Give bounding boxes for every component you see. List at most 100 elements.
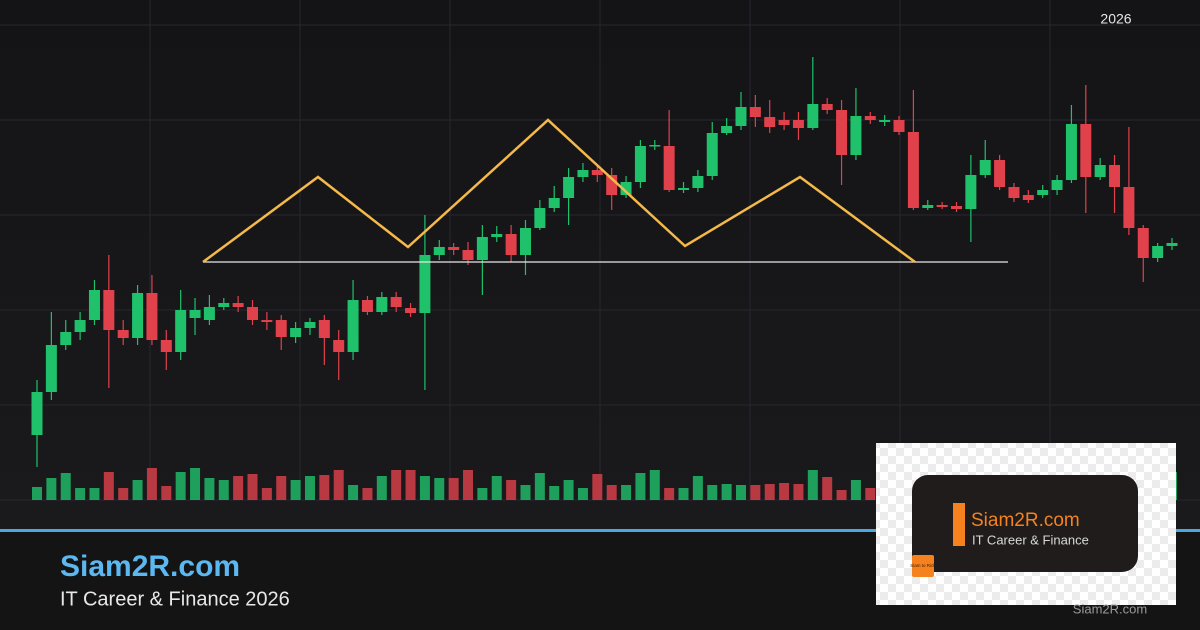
- volume-bar: [649, 470, 660, 500]
- candle-body: [735, 107, 747, 126]
- volume-bar: [276, 476, 287, 500]
- volume-bar: [477, 488, 488, 500]
- logo-box: [912, 475, 1138, 572]
- volume-bar: [161, 486, 172, 500]
- candle-body: [749, 107, 761, 117]
- candle-body: [1109, 165, 1121, 187]
- candle-body: [433, 247, 445, 255]
- candle-body: [577, 170, 589, 177]
- volume-bar: [592, 474, 603, 500]
- candle-body: [1152, 246, 1164, 258]
- candle-body: [347, 300, 359, 352]
- candle-body: [663, 146, 675, 190]
- volume-bar: [836, 490, 847, 500]
- candle-body: [376, 297, 388, 312]
- candle-body: [620, 182, 632, 195]
- volume-bar: [89, 488, 100, 500]
- volume-bar: [391, 470, 402, 500]
- candle-body: [31, 392, 43, 435]
- candle-body: [807, 104, 819, 128]
- candle-body: [146, 293, 158, 340]
- logo-bar: [953, 503, 965, 546]
- volume-bar: [218, 480, 229, 500]
- candle-body: [333, 340, 345, 352]
- volume-bar: [32, 487, 42, 500]
- candle-body: [548, 198, 560, 208]
- candle-body: [950, 206, 962, 209]
- candle-body: [778, 120, 790, 125]
- candle-body: [491, 234, 503, 237]
- candle-body: [189, 310, 201, 318]
- volume-bar: [807, 470, 818, 500]
- candle-body: [534, 208, 546, 228]
- volume-bar: [735, 485, 746, 500]
- candle-body: [390, 297, 402, 307]
- candle-body: [893, 120, 905, 132]
- pattern-line: [202, 118, 916, 264]
- volume-bar: [621, 485, 632, 500]
- volume-bar: [707, 485, 718, 500]
- candle-body: [448, 247, 460, 250]
- volume-bar: [190, 468, 201, 500]
- candle-body: [318, 320, 330, 338]
- volume-bar: [678, 488, 689, 500]
- candle-body: [979, 160, 991, 175]
- candle-body: [203, 307, 215, 320]
- logo-badge-text: Siam to Rich: [910, 563, 936, 568]
- candle-body: [132, 293, 144, 338]
- candle-body: [405, 308, 417, 313]
- pattern-annotation: [202, 118, 1008, 264]
- volume-bar: [60, 473, 71, 500]
- candle-body: [74, 320, 86, 332]
- candle-body: [1080, 124, 1092, 177]
- volume-bar: [606, 485, 617, 500]
- volume-bar: [534, 473, 545, 500]
- candle-body: [304, 322, 316, 328]
- candle-body: [563, 177, 575, 198]
- volume-bar: [290, 480, 301, 500]
- candle-body: [60, 332, 72, 345]
- volume-bar: [376, 476, 387, 500]
- candle-body: [692, 176, 704, 188]
- candles: [31, 57, 1178, 467]
- candle-body: [879, 120, 891, 122]
- volume-bar: [448, 478, 459, 500]
- volume-bar: [577, 488, 588, 500]
- volume-bar: [549, 486, 560, 500]
- candle-body: [634, 146, 646, 182]
- candle-body: [175, 310, 187, 352]
- volume-bar: [850, 480, 861, 500]
- volume-bar: [750, 485, 761, 500]
- candle-body: [117, 330, 129, 338]
- candle-body: [1037, 190, 1049, 195]
- candle-body: [103, 290, 115, 330]
- volume-bar: [146, 468, 157, 500]
- candle-body: [864, 116, 876, 120]
- volume-bar: [463, 470, 474, 500]
- volume-bar: [46, 478, 57, 500]
- candle-body: [591, 170, 603, 175]
- candle-body: [476, 237, 488, 260]
- logo-badge: [912, 555, 934, 577]
- candle-body: [1008, 187, 1020, 198]
- volume-bar: [75, 488, 86, 500]
- volume-bar: [362, 488, 373, 500]
- volume-bar: [233, 476, 244, 500]
- volume-bar: [348, 485, 359, 500]
- candle-body: [936, 205, 948, 207]
- volume-bar: [506, 480, 517, 500]
- candle-body: [1123, 187, 1135, 228]
- volume-bar: [779, 483, 790, 500]
- volume-bar: [204, 478, 215, 500]
- volume-bar: [103, 472, 114, 500]
- candle-body: [1065, 124, 1077, 180]
- candle-body: [706, 133, 718, 176]
- candle-body: [290, 328, 302, 337]
- tagline: IT Career & Finance 2026: [60, 588, 290, 610]
- volume-bar: [520, 485, 531, 500]
- candle-body: [275, 320, 287, 337]
- volume-bar: [319, 475, 330, 500]
- candle-body: [505, 234, 517, 255]
- candle-body: [88, 290, 100, 320]
- volume-bar: [491, 476, 502, 500]
